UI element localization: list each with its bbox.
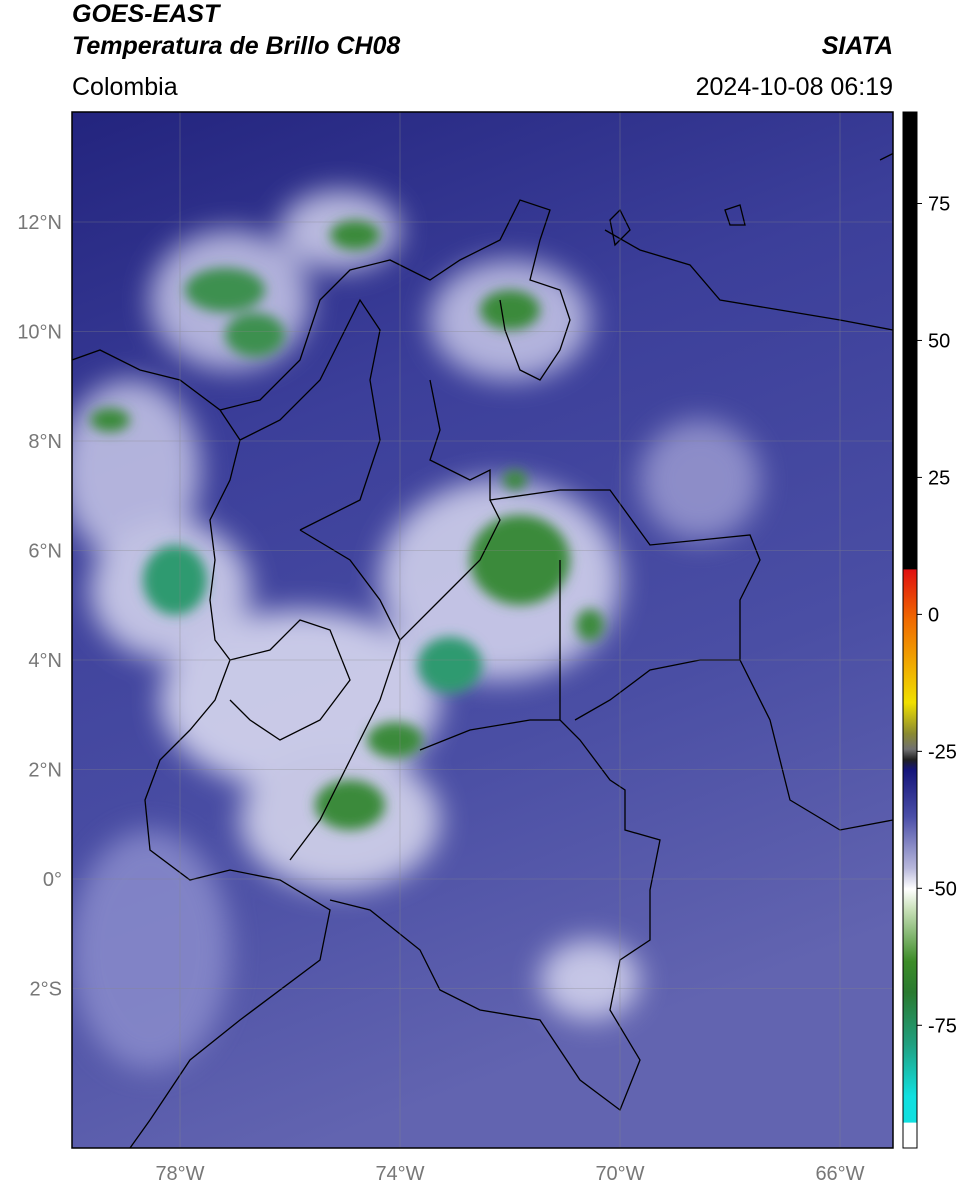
colorbar-tick-label: 50 bbox=[928, 330, 950, 352]
datetime: 2024-10-08 06:19 bbox=[696, 73, 893, 101]
region: Colombia bbox=[72, 73, 178, 101]
colorbar-tick-label: -25 bbox=[928, 741, 957, 763]
satellite-image bbox=[72, 112, 893, 1148]
title: GOES-EAST bbox=[72, 0, 222, 28]
lon-label: 66°W bbox=[815, 1163, 864, 1185]
colorbar-tick-label: 75 bbox=[928, 193, 950, 215]
lat-label: 12°N bbox=[17, 212, 62, 234]
subtitle: Temperatura de Brillo CH08 bbox=[72, 32, 400, 60]
colorbar-tick-label: 25 bbox=[928, 467, 950, 489]
lat-label: 4°N bbox=[28, 650, 62, 672]
lat-label: 2°S bbox=[30, 979, 62, 1001]
colorbar-tick-label: -50 bbox=[928, 878, 957, 900]
lat-label: 10°N bbox=[17, 322, 62, 344]
colorbar-tick-label: -75 bbox=[928, 1015, 957, 1037]
source: SIATA bbox=[822, 32, 893, 60]
lat-label: 6°N bbox=[28, 541, 62, 563]
lat-label: 2°N bbox=[28, 760, 62, 782]
lat-label: 8°N bbox=[28, 431, 62, 453]
colorbar-tick-label: 0 bbox=[928, 604, 939, 626]
lon-label: 78°W bbox=[155, 1163, 204, 1185]
map-frame bbox=[71, 111, 894, 1149]
colorbar bbox=[902, 111, 918, 1149]
lon-label: 74°W bbox=[375, 1163, 424, 1185]
lat-label: 0° bbox=[43, 869, 62, 891]
lon-label: 70°W bbox=[595, 1163, 644, 1185]
